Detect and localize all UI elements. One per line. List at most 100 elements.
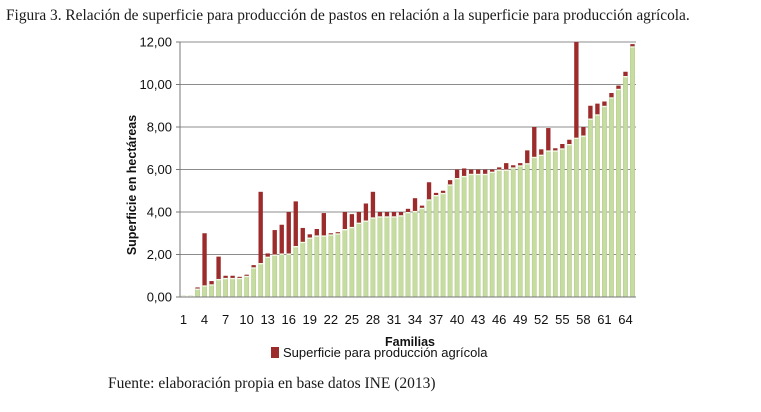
bar-base [538,154,544,298]
bar-top [279,224,284,254]
bar-top [230,275,235,278]
y-axis-title: Superficie en hectáreas [125,115,139,255]
bar-top [209,281,214,285]
bar-top [497,167,502,170]
x-tick-label: 19 [303,312,317,327]
x-tick-label: 10 [239,312,253,327]
bar-top [293,201,298,246]
bar-base-cap [328,234,334,236]
bar-top [216,256,221,279]
bar-base [524,162,530,298]
bar-top [447,180,453,185]
bar-base [265,256,271,298]
bar-base [616,88,621,298]
bar-base [489,171,495,298]
bar-base [581,135,586,298]
bar-top [237,276,242,278]
x-tick-label: 28 [366,312,380,327]
x-tick-labels: 1 4 7 10 13 16 19 22 25 28 31 34 37 40 43 46 49 52 55 58 61 6… [180,312,633,327]
bar-top [560,144,565,149]
bar-base [405,211,411,298]
bar-top [321,213,326,236]
bar-base [237,277,243,298]
bar-base [496,169,502,298]
bar-top [525,150,530,164]
bar-base [419,207,425,298]
bar-base-cap [202,285,207,287]
bar-top [370,191,376,218]
x-tick-label: 43 [471,312,485,327]
y-tick-label: 10,00 [139,77,172,92]
bar-base [244,275,250,298]
bar-base-cap [412,210,418,213]
bar-base-cap [300,241,305,244]
bar-base [398,214,404,298]
bar-base-cap [363,220,369,222]
bar-base-cap [616,88,621,91]
bar-base-cap [518,165,523,167]
bar-base-cap [342,229,348,231]
bar-base [272,254,278,298]
bar-top [265,253,270,257]
y-tick-label: 12,00 [139,35,172,50]
bar-base-cap [265,256,270,259]
x-tick-label: 4 [201,312,208,327]
bar-base-cap [195,288,200,290]
bar-base [335,233,341,298]
bar-top [419,205,425,208]
bar-base-cap [447,184,453,186]
bar-top [504,163,509,170]
bar-base-cap [461,175,467,178]
bar-top [482,169,488,174]
bar-base-cap [356,222,362,225]
bar-base [517,165,523,298]
bar-base-cap [560,148,565,150]
legend: Superficie para producción agrícola [271,345,488,360]
bar-base-cap [405,212,411,214]
x-tick-label: 25 [345,312,359,327]
bar-base-cap [272,254,277,256]
bar-top [553,148,558,151]
bar-base-cap [440,192,446,195]
bar-base-cap [377,216,383,218]
bar-base [531,156,537,298]
bar-base [454,177,460,298]
bar-top [272,230,277,255]
bar-base-cap [482,173,488,176]
bar-base [370,217,376,298]
x-tick-label: 31 [387,312,401,327]
bar-top [335,232,341,234]
bar-base [623,75,628,298]
bar-base [307,237,313,298]
bar-top [356,212,362,223]
bar-top [300,227,305,242]
bar-base [363,220,369,298]
bar-top [202,233,207,286]
bar-base-cap [525,163,530,165]
bar-base [223,277,228,298]
bar-base-cap [370,217,376,219]
bar-base [440,192,446,298]
bar-base [510,167,516,298]
figure-source: Fuente: elaboración propia en base datos… [108,375,436,392]
bar-top [398,212,404,216]
bar-base-cap [279,253,284,255]
bar-base-cap [433,195,439,197]
bar-base-cap [258,263,263,265]
bar-top [433,192,439,195]
bar-top [377,212,383,217]
bar-base-cap [244,275,249,278]
bar-top [342,212,348,229]
y-tick-label: 4,00 [147,205,172,220]
bar-base [475,173,481,298]
x-tick-label: 37 [429,312,443,327]
bar-base-cap [504,169,509,171]
bar-top [244,274,249,276]
y-tick-label: 2,00 [147,247,172,262]
bar-base [412,210,418,298]
x-tick-label: 1 [180,312,187,327]
bar-top [616,85,621,89]
bar-base [433,194,439,298]
bar-base-cap [609,97,614,99]
legend-swatch [271,347,279,358]
